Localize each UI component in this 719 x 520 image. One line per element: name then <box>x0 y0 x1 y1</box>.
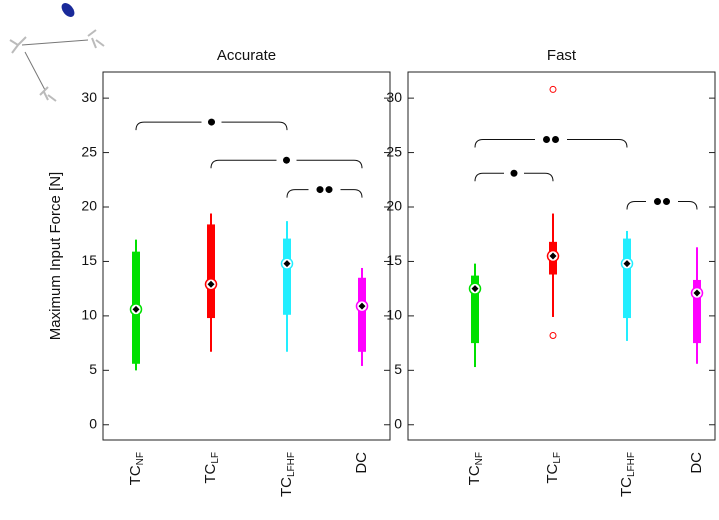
y-tick-label: 15 <box>386 252 402 268</box>
y-tick-label: 0 <box>394 415 402 431</box>
significance-bracket <box>474 139 628 148</box>
x-tick-label-main: TC <box>544 464 561 484</box>
box <box>471 275 479 344</box>
median-diamond <box>132 305 140 313</box>
y-tick-label: 25 <box>81 143 97 159</box>
y-tick-label: 5 <box>89 361 97 377</box>
significance-bracket <box>286 189 363 198</box>
y-tick-label: 0 <box>89 415 97 431</box>
median-diamond <box>693 289 701 297</box>
significance-dot <box>663 198 670 206</box>
y-tick-label: 30 <box>81 89 97 105</box>
y-tick-label: 30 <box>386 89 402 105</box>
box <box>693 279 701 344</box>
x-tick-label: TCLFHF <box>278 452 297 497</box>
panel-title: Fast <box>547 47 577 64</box>
box <box>283 238 291 315</box>
y-tick-label: 10 <box>81 307 97 323</box>
x-tick-label-main: TC <box>278 477 295 497</box>
x-tick-label-main: DC <box>688 452 705 474</box>
x-tick-label-sub: LF <box>552 452 563 464</box>
x-tick-label-main: TC <box>127 465 144 485</box>
significance-dot <box>208 118 215 126</box>
x-tick-label: TCNF <box>466 452 485 485</box>
significance-bracket <box>474 172 554 182</box>
significance-dot <box>510 169 518 177</box>
significance-bracket <box>210 159 363 169</box>
panel-title: Accurate <box>217 47 276 64</box>
x-tick-label: TCLF <box>544 452 563 484</box>
median-diamond <box>283 260 291 268</box>
x-tick-label-main: TC <box>466 465 483 485</box>
y-tick-label: 15 <box>81 252 97 268</box>
y-tick-label: 5 <box>394 361 402 377</box>
significance-dot <box>654 198 661 206</box>
outlier <box>549 85 557 93</box>
robot-icon <box>9 3 105 102</box>
median-diamond <box>623 260 631 268</box>
x-tick-label-sub: LFHF <box>626 452 637 477</box>
x-tick-label: DC <box>688 452 705 474</box>
box <box>623 238 631 319</box>
x-tick-label: TCNF <box>127 452 146 485</box>
plot-frame <box>102 71 391 441</box>
significance-dot <box>283 156 290 164</box>
median-diamond <box>358 302 366 310</box>
y-tick-label: 20 <box>386 198 402 214</box>
plot-frame <box>407 71 716 441</box>
y-axis-label: Maximum Input Force [N] <box>47 172 64 340</box>
y-tick-label: 10 <box>386 307 402 323</box>
median-diamond <box>207 280 215 288</box>
significance-dot <box>316 186 324 194</box>
x-tick-label-sub: LFHF <box>286 452 297 477</box>
y-tick-label: 20 <box>81 198 97 214</box>
x-tick-label: TCLF <box>202 452 221 484</box>
median-diamond <box>471 285 479 293</box>
x-tick-label: DC <box>353 452 370 474</box>
significance-bracket <box>626 201 698 210</box>
significance-bracket <box>135 121 288 131</box>
outlier <box>549 331 557 339</box>
median-diamond <box>549 252 557 260</box>
y-tick-label: 25 <box>386 143 402 159</box>
x-tick-label-main: DC <box>353 452 370 474</box>
significance-dot <box>325 186 333 194</box>
x-tick-label-main: TC <box>202 464 219 484</box>
significance-dot <box>552 136 559 144</box>
box <box>207 224 215 319</box>
x-tick-label-sub: NF <box>135 452 146 465</box>
x-tick-label-sub: LF <box>210 452 221 464</box>
x-tick-label-main: TC <box>618 477 635 497</box>
x-tick-label: TCLFHF <box>618 452 637 497</box>
significance-dot <box>543 136 550 144</box>
box <box>358 277 366 352</box>
x-tick-label-sub: NF <box>474 452 485 465</box>
